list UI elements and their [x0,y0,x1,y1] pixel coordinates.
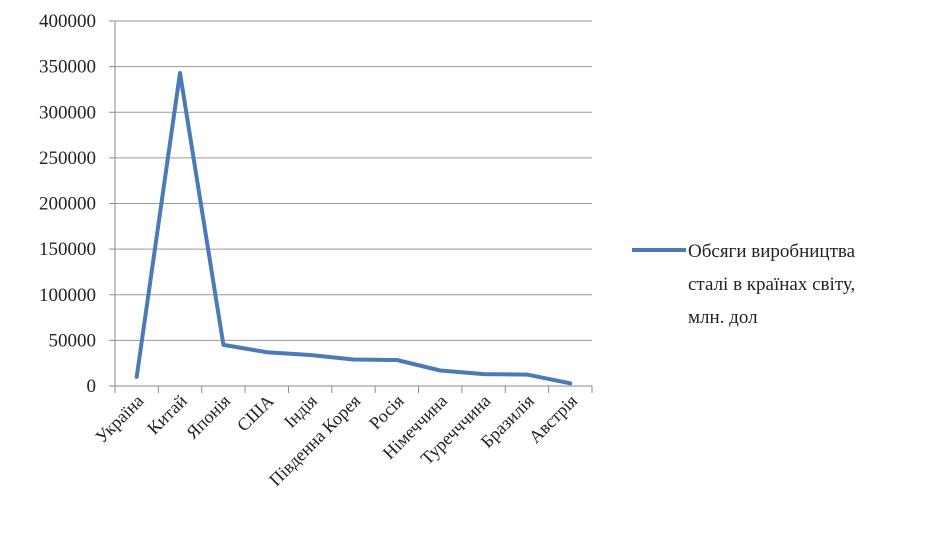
axes [109,20,593,393]
y-tick-label: 200000 [39,194,96,215]
data-point [178,71,182,75]
data-point [308,353,312,357]
data-point [135,375,139,379]
x-category-label: Україна [91,391,147,447]
legend-label: Обсяги виробництва [688,241,856,262]
data-point [395,358,399,362]
y-axis-tick-labels: 0 50000 100000 150000 200000 250000 300000 3500… [39,11,96,397]
y-tick-label: 150000 [39,239,96,260]
y-tick-label: 100000 [39,285,96,306]
y-tick-label: 350000 [39,57,96,78]
legend-label: млн. дол [688,307,758,328]
gridlines [115,20,592,341]
series-line [134,71,573,386]
data-point [568,381,572,385]
y-tick-label: 400000 [39,11,96,32]
y-tick-label: 0 [87,376,97,397]
data-point [352,358,355,362]
y-tick-label: 50000 [49,330,97,351]
series-lines [134,71,573,386]
data-point [265,350,269,354]
data-point [438,368,442,372]
x-category-label: Австрія [525,391,581,447]
legend-label: сталі в країнах світу, [688,274,855,295]
data-point [482,372,486,376]
x-category-label: США [233,391,278,436]
legend: Обсяги виробництва сталі в країнах світу,… [632,241,856,328]
y-tick-label: 250000 [39,148,96,169]
data-point [221,343,225,347]
x-category-label: Японія [182,391,234,443]
y-tick-label: 300000 [39,102,96,123]
data-point [525,373,529,377]
